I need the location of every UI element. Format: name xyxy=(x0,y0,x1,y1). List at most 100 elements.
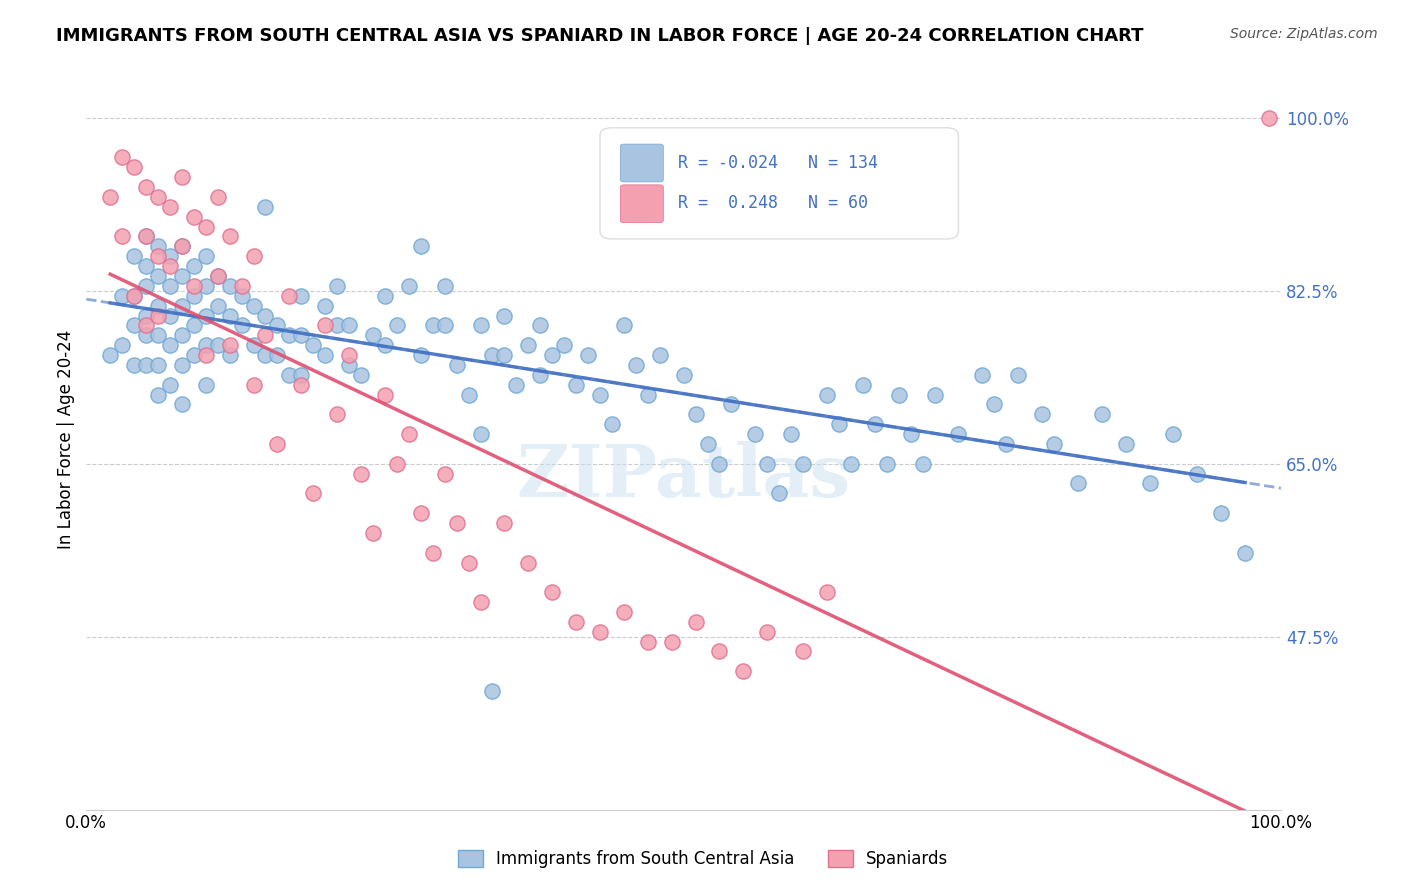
Point xyxy=(385,457,408,471)
Point xyxy=(422,546,444,560)
Point xyxy=(254,328,277,343)
Text: R =  0.248   N = 60: R = 0.248 N = 60 xyxy=(678,194,868,212)
Point xyxy=(1007,368,1029,382)
Point xyxy=(983,397,1005,411)
Point xyxy=(541,348,564,362)
Text: R = -0.024   N = 134: R = -0.024 N = 134 xyxy=(678,153,877,171)
Point xyxy=(446,516,468,530)
FancyBboxPatch shape xyxy=(600,128,959,239)
Point xyxy=(290,289,312,303)
Point xyxy=(481,348,503,362)
Point xyxy=(815,387,838,401)
Point xyxy=(517,556,540,570)
Point xyxy=(1163,427,1185,442)
Point xyxy=(374,387,396,401)
Point xyxy=(337,348,360,362)
Point xyxy=(242,249,264,263)
Point xyxy=(433,278,456,293)
Point xyxy=(111,151,134,165)
Point xyxy=(159,338,181,352)
Point xyxy=(290,368,312,382)
Point xyxy=(637,387,659,401)
Point xyxy=(146,309,169,323)
Point xyxy=(146,358,169,372)
Point xyxy=(218,229,240,244)
Text: ZIPatlas: ZIPatlas xyxy=(516,441,851,512)
Point xyxy=(135,180,157,194)
Point xyxy=(565,377,588,392)
Point xyxy=(613,605,636,619)
Point xyxy=(135,358,157,372)
Point xyxy=(170,328,193,343)
Point xyxy=(350,368,373,382)
Point xyxy=(696,437,718,451)
Point xyxy=(863,417,886,432)
Point xyxy=(159,259,181,273)
Point xyxy=(948,427,970,442)
Point xyxy=(159,200,181,214)
Point xyxy=(194,278,217,293)
Point xyxy=(194,348,217,362)
Point xyxy=(972,368,994,382)
Point xyxy=(159,377,181,392)
Point xyxy=(135,309,157,323)
Point xyxy=(159,278,181,293)
Point xyxy=(1187,467,1209,481)
Point xyxy=(494,516,516,530)
Point xyxy=(170,239,193,253)
Point xyxy=(494,348,516,362)
Point xyxy=(266,437,288,451)
Point xyxy=(194,219,217,234)
Point xyxy=(852,377,875,392)
Point xyxy=(494,309,516,323)
Point xyxy=(326,318,349,333)
Point xyxy=(911,457,934,471)
Point xyxy=(290,328,312,343)
Point xyxy=(146,190,169,204)
Point xyxy=(374,338,396,352)
Point xyxy=(924,387,946,401)
Point xyxy=(481,684,503,698)
Point xyxy=(995,437,1018,451)
Point xyxy=(207,268,229,283)
Point xyxy=(398,278,420,293)
Point xyxy=(756,624,779,639)
Point xyxy=(792,644,814,658)
Point xyxy=(146,328,169,343)
Point xyxy=(1139,476,1161,491)
Point xyxy=(135,229,157,244)
Point xyxy=(1043,437,1066,451)
Point xyxy=(637,634,659,648)
Point xyxy=(146,299,169,313)
Point xyxy=(314,299,336,313)
Point xyxy=(505,377,527,392)
Point xyxy=(589,387,612,401)
Point xyxy=(159,249,181,263)
Point xyxy=(170,358,193,372)
Point xyxy=(183,348,205,362)
Point xyxy=(302,338,325,352)
Point xyxy=(194,338,217,352)
Point xyxy=(231,278,253,293)
Point xyxy=(756,457,779,471)
Point xyxy=(207,299,229,313)
Point xyxy=(589,624,612,639)
Point xyxy=(135,229,157,244)
Y-axis label: In Labor Force | Age 20-24: In Labor Force | Age 20-24 xyxy=(58,329,75,549)
Point xyxy=(648,348,671,362)
Point xyxy=(218,338,240,352)
Point xyxy=(1067,476,1090,491)
Point xyxy=(326,407,349,421)
Point xyxy=(661,634,683,648)
Point xyxy=(385,318,408,333)
Point xyxy=(207,268,229,283)
FancyBboxPatch shape xyxy=(620,145,664,182)
Point xyxy=(266,348,288,362)
Point xyxy=(170,299,193,313)
Point xyxy=(470,318,492,333)
Point xyxy=(433,318,456,333)
Point xyxy=(98,348,121,362)
Point xyxy=(146,239,169,253)
Point xyxy=(398,427,420,442)
Text: Source: ZipAtlas.com: Source: ZipAtlas.com xyxy=(1230,27,1378,41)
